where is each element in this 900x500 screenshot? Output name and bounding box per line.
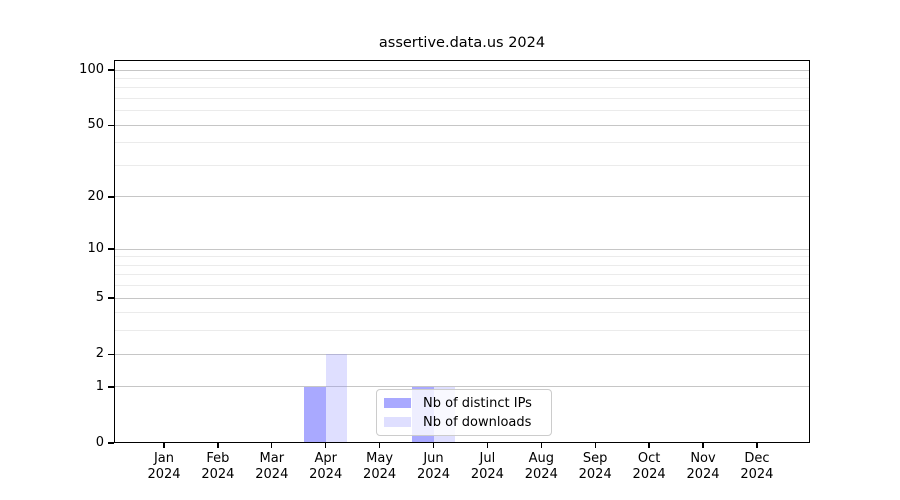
- x-tick-nov: [702, 443, 704, 448]
- x-tick-month: Feb: [206, 451, 230, 466]
- x-tick-mar: [271, 443, 273, 448]
- gridline-y-minor-60: [114, 110, 810, 112]
- x-tick-dec: [756, 443, 758, 448]
- x-tick-year: 2024: [147, 466, 181, 482]
- y-tick-10: [108, 248, 114, 250]
- x-tick-aug: [540, 443, 542, 448]
- x-tick-month: Oct: [637, 451, 661, 466]
- y-tick-100: [108, 69, 114, 71]
- x-tick-month: Dec: [744, 451, 770, 466]
- gridline-y-minor-4: [114, 312, 810, 314]
- x-tick-year: 2024: [309, 466, 343, 482]
- x-tick-may: [378, 443, 381, 448]
- x-tick-label-apr: Apr 2024: [291, 451, 361, 482]
- x-tick-label-nov: Nov 2024: [668, 451, 738, 482]
- gridline-y-minor-80: [114, 87, 810, 89]
- x-tick-label-jun: Jun 2024: [399, 451, 469, 482]
- x-tick-year: 2024: [740, 466, 774, 482]
- y-tick-label-10: 10: [87, 241, 104, 257]
- x-tick-month: Mar: [259, 451, 285, 466]
- gridline-y-minor-6: [114, 285, 810, 287]
- x-tick-label-jan: Jan 2024: [129, 451, 199, 482]
- y-tick-0: [108, 442, 114, 444]
- y-tick-50: [108, 124, 114, 126]
- gridline-y-2: [114, 353, 810, 355]
- bar-nb-of-distinct-ips-apr: [304, 386, 326, 443]
- legend-swatch-1: [384, 398, 411, 408]
- gridline-y-20: [114, 196, 810, 198]
- gridline-y-100: [114, 69, 810, 71]
- bar-nb-of-downloads-apr: [325, 354, 348, 443]
- y-tick-label-2: 2: [95, 346, 104, 362]
- gridline-y-10: [114, 248, 810, 250]
- x-tick-year: 2024: [686, 466, 720, 482]
- x-tick-label-aug: Aug 2024: [506, 451, 576, 482]
- gridline-y-5: [114, 297, 810, 299]
- x-tick-year: 2024: [578, 466, 612, 482]
- gridline-y-minor-70: [114, 97, 810, 99]
- x-tick-month: Jan: [153, 451, 175, 466]
- gridline-y-1: [114, 386, 810, 388]
- x-tick-month: Jul: [479, 451, 496, 466]
- x-tick-jan: [163, 443, 165, 448]
- x-tick-feb: [217, 443, 219, 448]
- gridline-y-minor-90: [114, 77, 810, 79]
- y-tick-label-5: 5: [95, 290, 104, 306]
- gridline-y-50: [114, 124, 810, 126]
- x-tick-jun: [432, 443, 435, 448]
- x-tick-year: 2024: [470, 466, 504, 482]
- gridline-y-minor-8: [114, 264, 810, 266]
- legend-entry-1: Nb of distinct IPs: [384, 396, 543, 411]
- y-tick-label-20: 20: [87, 188, 104, 204]
- gridline-y-minor-40: [114, 142, 810, 144]
- gridline-y-minor-3: [114, 330, 810, 332]
- y-tick-label-50: 50: [87, 117, 104, 133]
- y-tick-20: [108, 196, 114, 198]
- y-tick-1: [108, 386, 114, 388]
- x-tick-label-jul: Jul 2024: [452, 451, 522, 482]
- x-tick-label-mar: Mar 2024: [237, 451, 307, 482]
- x-tick-year: 2024: [255, 466, 289, 482]
- y-tick-2: [108, 353, 114, 355]
- x-tick-month: Sep: [582, 451, 608, 466]
- plot-area: Nb of distinct IPs Nb of downloads: [114, 60, 810, 443]
- legend-entry-2: Nb of downloads: [384, 415, 543, 430]
- x-tick-label-feb: Feb 2024: [183, 451, 253, 482]
- x-tick-month: Apr: [314, 451, 337, 466]
- x-tick-apr: [325, 443, 327, 448]
- gridline-y-minor-9: [114, 256, 810, 258]
- x-tick-month: May: [366, 451, 394, 466]
- x-tick-year: 2024: [363, 466, 397, 482]
- legend: Nb of distinct IPs Nb of downloads: [376, 389, 552, 436]
- y-tick-label-1: 1: [95, 378, 104, 394]
- x-tick-year: 2024: [416, 466, 451, 482]
- legend-label-1: Nb of distinct IPs: [423, 395, 532, 411]
- y-tick-label-0: 0: [95, 435, 104, 450]
- x-tick-label-oct: Oct 2024: [614, 451, 684, 482]
- x-tick-month: Aug: [528, 451, 554, 466]
- x-tick-label-dec: Dec 2024: [722, 451, 792, 482]
- y-tick-5: [108, 297, 114, 299]
- x-tick-sep: [594, 443, 596, 448]
- chart-title: assertive.data.us 2024: [378, 35, 546, 51]
- x-tick-year: 2024: [524, 466, 558, 482]
- y-tick-label-100: 100: [79, 62, 104, 77]
- x-tick-oct: [648, 443, 650, 448]
- x-tick-label-may: May 2024: [345, 451, 415, 482]
- gridline-y-minor-7: [114, 274, 810, 276]
- x-tick-jul: [486, 443, 489, 448]
- x-tick-label-sep: Sep 2024: [560, 451, 630, 482]
- legend-label-2: Nb of downloads: [423, 414, 532, 430]
- x-tick-year: 2024: [632, 466, 666, 482]
- gridline-y-minor-30: [114, 164, 810, 166]
- legend-swatch-2: [384, 417, 411, 427]
- x-tick-year: 2024: [201, 466, 235, 482]
- x-tick-month: Nov: [690, 451, 716, 466]
- x-tick-month: Jun: [423, 451, 444, 466]
